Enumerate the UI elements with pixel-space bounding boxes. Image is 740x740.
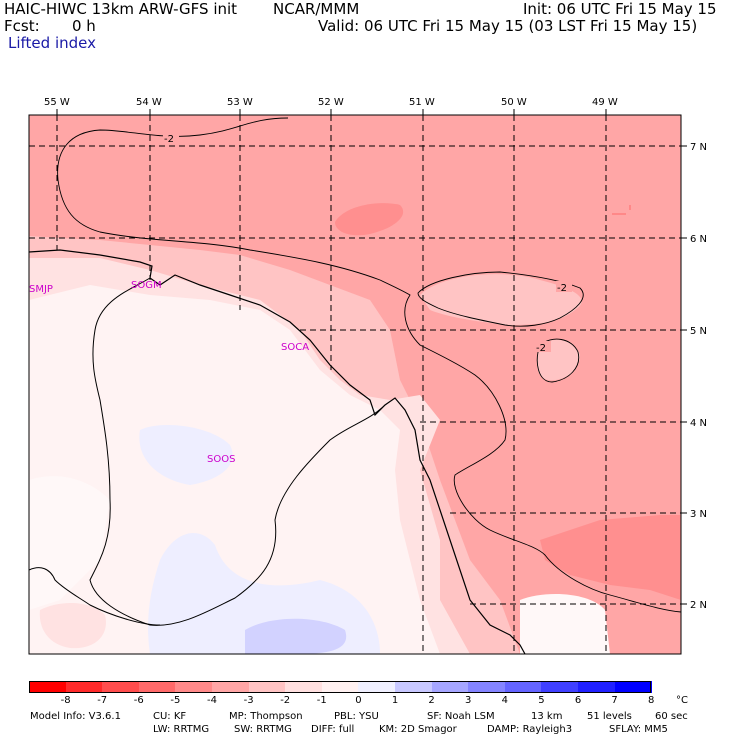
field-patch-pink-southwest [39,603,106,649]
colorbar-cell [285,681,323,693]
init-time: Init: 06 UTC Fri 15 May 15 [523,0,717,18]
station-label: SOCA [281,342,309,353]
colorbar-tick-label: -4 [207,695,217,706]
colorbar-tick-label: 1 [391,695,399,706]
colorbar-tick-label: 4 [501,695,508,706]
lon-label: 50 W [501,97,527,108]
footer-km: KM: 2D Smagor [379,724,457,735]
field-positive-li-core [245,618,347,654]
footer-timestep: 60 sec [655,711,688,722]
lon-label: 51 W [409,97,435,108]
colorbar-cell [102,681,140,693]
forecast-label: Fcst: [4,17,40,35]
colorbar-cell [541,681,579,693]
contour-label: -2 [164,134,174,145]
footer-sf: SF: Noah LSM [427,711,495,722]
footer-cu: CU: KF [153,711,187,722]
colorbar-tick-label: 8 [648,695,655,706]
colorbar-tick-label: -5 [170,695,181,706]
border-west-inland [89,277,386,626]
footer-damp: DAMP: Rayleigh3 [487,724,573,735]
colorbar-tick-label: -7 [97,695,108,706]
field-tiny-mark [612,205,631,215]
station-label: SOGM [131,280,162,291]
colorbar-cell [614,681,652,693]
station-label: SOOS [207,454,235,465]
lat-label: 4 N [690,418,707,429]
lat-label: 7 N [690,142,707,153]
right-ticks [681,145,687,605]
lat-label: 2 N [690,600,707,611]
lon-label: 49 W [592,97,618,108]
colorbar-tick-label: -6 [133,695,144,706]
contour-label: -2 [557,283,567,294]
field-patch-light-east [420,274,582,325]
footer-levels: 51 levels [587,711,632,722]
colorbar-tick-label: 6 [574,695,582,706]
colorbar-cell [578,681,616,693]
colorbar-cell [212,681,250,693]
colorbar-cell [321,681,359,693]
footer-mp: MP: Thompson [229,711,303,722]
field-band-zero-interior [29,285,440,654]
footer-model-info: Model Info: V3.6.1 [30,711,121,722]
model-title: HAIC-HIWC 13km ARW-GFS init [4,0,238,18]
colorbar-tick-label: -8 [60,695,71,706]
border-southwest [29,567,161,626]
field-positive-li-center [139,425,233,485]
lon-label: 55 W [44,97,70,108]
colorbar-cell [248,681,286,693]
graticule [29,115,681,654]
field-patch-light-south [520,594,610,654]
footer-lw: LW: RRTMG [153,724,210,735]
lon-label: 52 W [318,97,344,108]
footer-sflay: SFLAY: MM5 [609,724,668,735]
field-band-minus4-north [335,203,404,236]
lon-label: 54 W [136,97,162,108]
lat-label: 6 N [690,234,707,245]
colorbar-cell [468,681,506,693]
colorbar-tick-label: 2 [428,695,435,706]
colorbar-tick-label: -1 [316,695,327,706]
lifted-index-map: 55 W 54 W 53 W 52 W 51 W 50 W 49 W 7 N 6… [28,97,707,655]
map-frame [28,114,682,655]
contour-minus2-inner-loop [417,271,584,327]
footer-diff: DIFF: full [311,724,355,735]
field-band-minus4-southeast [540,515,681,600]
colorbar-cell [431,681,469,693]
colorbar-cell [175,681,213,693]
colorbar-cell [138,681,176,693]
colorbar-tick-label: 0 [355,695,362,706]
colorbar-cell [358,681,396,693]
footer-pbl: PBL: YSU [334,711,379,722]
field-band-minus3 [29,115,681,654]
colorbar-tick-label: -2 [280,695,291,706]
colorbar-tick-label: 5 [538,695,545,706]
contour-minus2-north [57,117,681,613]
field-patch-pale-west [29,476,110,610]
org-label: NCAR/MMM [273,0,360,18]
contour-minus2-small-loop [536,338,580,383]
footer-resolution: 13 km [531,711,563,722]
lat-label: 3 N [690,509,707,520]
colorbar-unit: °C [676,695,688,706]
colorbar-tick-label: 3 [465,695,472,706]
footer-sw: SW: RRTMG [234,724,292,735]
lon-label: 53 W [227,97,253,108]
field-name: Lifted index [8,34,96,52]
colorbar-cell [29,681,67,693]
colorbar-cell [395,681,433,693]
colorbar-tick-label: -3 [243,695,254,706]
forecast-hour: 0 h [72,17,96,35]
station-label: SMJP [29,284,53,295]
top-ticks [56,109,607,115]
valid-time: Valid: 06 UTC Fri 15 May 15 (03 LST Fri … [318,17,698,35]
colorbar-cell [65,681,103,693]
colorbar-tick-label: 7 [611,695,618,706]
contour-label: -2 [536,343,546,354]
colorbar-outline [29,681,652,693]
colorbar-cell [504,681,542,693]
lat-label: 5 N [690,326,707,337]
